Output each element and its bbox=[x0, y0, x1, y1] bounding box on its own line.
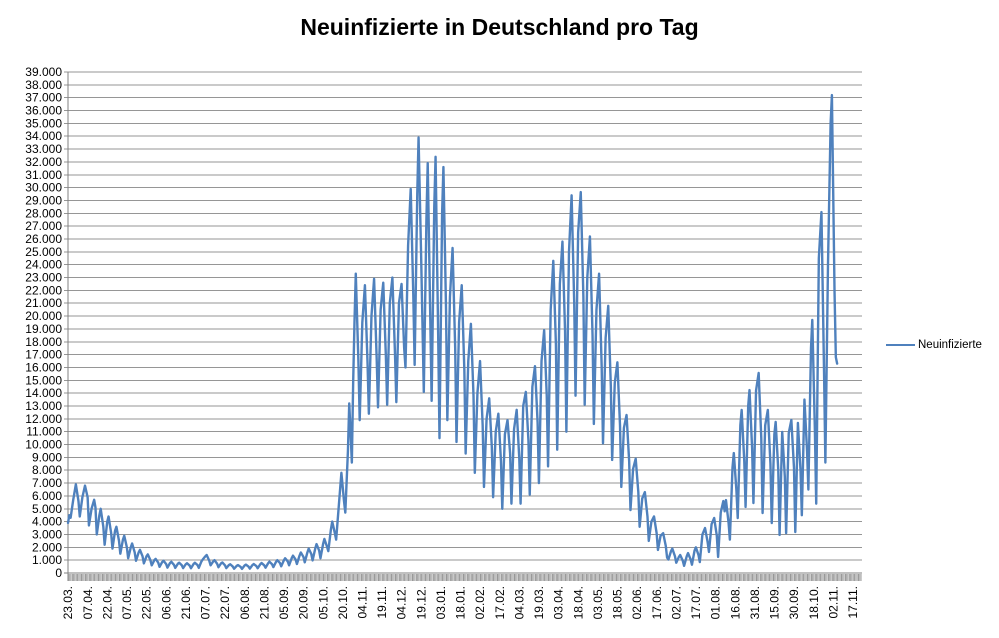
x-axis-tick-label: 02.07. bbox=[669, 586, 683, 619]
y-axis-tick-label: 0 bbox=[55, 566, 62, 580]
legend: Neuinfizierte bbox=[886, 339, 982, 351]
y-axis-tick-label: 4.000 bbox=[32, 515, 62, 529]
x-axis-tick-label: 19.11. bbox=[375, 586, 389, 618]
x-axis-tick-label: 18.10. bbox=[807, 586, 821, 619]
x-axis-tick-label: 07.05. bbox=[120, 586, 134, 619]
y-axis-tick-label: 6.000 bbox=[32, 489, 62, 503]
y-axis-tick-label: 33.000 bbox=[25, 142, 62, 156]
y-axis-tick-label: 28.000 bbox=[25, 206, 62, 220]
y-axis-tick-label: 8.000 bbox=[32, 463, 62, 477]
legend-series-label: Neuinfizierte bbox=[918, 339, 982, 351]
y-axis-tick-label: 35.000 bbox=[25, 116, 62, 130]
y-axis-tick-label: 18.000 bbox=[25, 335, 62, 349]
x-axis-tick-label: 21.08. bbox=[257, 586, 271, 619]
x-axis-tick-label: 19.12. bbox=[414, 586, 428, 619]
x-axis-tick-label: 03.04. bbox=[552, 586, 566, 619]
y-axis-tick-label: 3.000 bbox=[32, 527, 62, 541]
y-axis-tick-label: 14.000 bbox=[25, 386, 62, 400]
y-axis-tick-label: 2.000 bbox=[32, 540, 62, 554]
y-axis-tick-label: 12.000 bbox=[25, 412, 62, 426]
y-axis-tick-label: 39.000 bbox=[25, 65, 62, 79]
y-axis-tick-label: 13.000 bbox=[25, 399, 62, 413]
x-axis-tick-label: 18.04. bbox=[571, 586, 585, 619]
y-axis-tick-label: 25.000 bbox=[25, 245, 62, 259]
y-axis-tick-label: 19.000 bbox=[25, 322, 62, 336]
x-axis-tick-label: 22.05. bbox=[140, 586, 154, 619]
y-axis-tick-label: 30.000 bbox=[25, 181, 62, 195]
y-axis-tick-label: 23.000 bbox=[25, 271, 62, 285]
x-axis-tick-label: 02.02. bbox=[473, 586, 487, 619]
x-axis-tick-label: 30.09. bbox=[787, 586, 801, 619]
x-axis-tick-label: 20.10. bbox=[336, 586, 350, 619]
x-axis-tick-label: 21.06. bbox=[179, 586, 193, 619]
x-axis-tick-label: 06.06. bbox=[159, 586, 173, 619]
y-axis-tick-label: 27.000 bbox=[25, 219, 62, 233]
x-axis-tick-label: 05.09. bbox=[277, 586, 291, 619]
y-axis-tick-label: 7.000 bbox=[32, 476, 62, 490]
x-axis-tick-label: 02.11. bbox=[826, 586, 840, 618]
x-axis-tick-label: 05.10. bbox=[316, 586, 330, 619]
x-axis-tick-label: 23.03. bbox=[61, 586, 75, 619]
chart-title: Neuinfizierte in Deutschland pro Tag bbox=[300, 14, 699, 40]
x-axis-tick-label: 04.03. bbox=[512, 586, 526, 619]
y-axis-tick-label: 21.000 bbox=[25, 296, 62, 310]
x-axis-tick-label: 17.06. bbox=[650, 586, 664, 619]
x-axis-tick-label: 17.11. bbox=[846, 586, 860, 618]
x-axis-tick-label: 03.05. bbox=[591, 586, 605, 619]
x-axis-tick-label: 18.01. bbox=[454, 586, 468, 619]
x-axis-tick-band bbox=[68, 574, 862, 581]
y-axis-tick-label: 9.000 bbox=[32, 450, 62, 464]
x-axis-tick-label: 17.07. bbox=[689, 586, 703, 619]
series-line-Neuinfizierte bbox=[66, 93, 839, 571]
y-axis-tick-label: 29.000 bbox=[25, 193, 62, 207]
y-axis-tick-label: 15.000 bbox=[25, 373, 62, 387]
x-axis-tick-label: 07.07. bbox=[199, 586, 213, 619]
y-axis-tick-label: 24.000 bbox=[25, 258, 62, 272]
x-axis-tick-label: 03.01. bbox=[434, 586, 448, 619]
y-axis-tick-label: 32.000 bbox=[25, 155, 62, 169]
y-axis-tick-label: 5.000 bbox=[32, 502, 62, 516]
y-axis-tick-label: 11.000 bbox=[26, 425, 62, 439]
x-axis-tick-label: 02.06. bbox=[630, 586, 644, 619]
y-axis-tick-label: 16.000 bbox=[25, 360, 62, 374]
x-axis-tick-label: 15.09. bbox=[768, 586, 782, 619]
y-axis-tick-label: 26.000 bbox=[25, 232, 62, 246]
x-axis-tick-label: 31.08. bbox=[748, 586, 762, 619]
y-axis-tick-label: 36.000 bbox=[25, 104, 62, 118]
y-axis-tick-label: 34.000 bbox=[25, 129, 62, 143]
x-axis-tick-label: 18.05. bbox=[611, 586, 625, 619]
x-axis-tick-label: 17.02. bbox=[493, 586, 507, 619]
x-axis-tick-label: 22.04. bbox=[100, 586, 114, 619]
x-axis-tick-label: 19.03. bbox=[532, 586, 546, 619]
y-axis-tick-label: 17.000 bbox=[25, 348, 62, 362]
x-axis-tick-label: 04.11. bbox=[356, 586, 370, 618]
y-axis-tick-label: 38.000 bbox=[25, 78, 62, 92]
y-axis-tick-label: 31.000 bbox=[25, 168, 62, 182]
x-axis-tick-label: 22.07. bbox=[218, 586, 232, 619]
y-axis-tick-label: 22.000 bbox=[25, 283, 62, 297]
y-axis-tick-label: 20.000 bbox=[25, 309, 62, 323]
y-axis-tick-label: 37.000 bbox=[25, 91, 62, 105]
x-axis-tick-label: 07.04. bbox=[81, 586, 95, 619]
legend-line-sample-icon bbox=[886, 344, 915, 346]
x-axis-tick-label: 04.12. bbox=[395, 586, 409, 619]
x-axis-tick-label: 06.08. bbox=[238, 586, 252, 619]
y-axis-tick-label: 10.000 bbox=[25, 438, 62, 452]
x-axis-tick-label: 01.08. bbox=[709, 586, 723, 619]
x-axis-tick-label: 16.08. bbox=[728, 586, 742, 619]
x-axis-tick-label: 20.09. bbox=[297, 586, 311, 619]
y-axis-tick-label: 1.000 bbox=[32, 553, 62, 567]
